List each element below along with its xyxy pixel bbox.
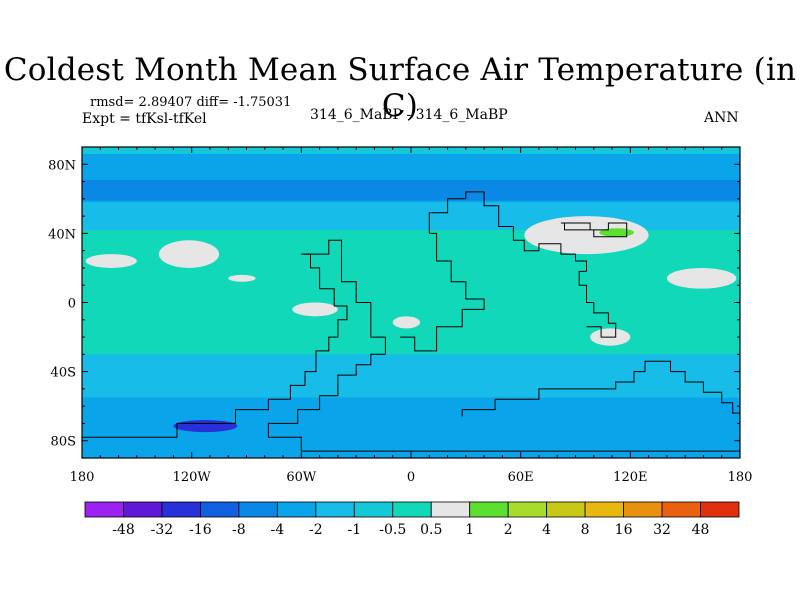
colorbar-label: 32 [653,522,671,538]
y-axis: 80N 40N 0 40S 80S [48,158,740,450]
x-tick-label: 120E [613,470,647,485]
colorbar-swatch [507,501,548,518]
x-tick-label: 120W [173,470,212,485]
field-pacific-patch-3 [228,274,256,282]
field-pacific-patch-1 [85,254,137,268]
x-tick-label: 180 [728,470,753,485]
colorbar-label: 16 [615,522,633,538]
colorbar-label: -1 [347,522,361,538]
coastline-segment-4 [400,232,485,352]
stats-line: rmsd= 2.89407 diff= -1.75031 [90,95,292,110]
colorbar-swatch [161,501,201,518]
colorbar-label: 4 [542,522,551,538]
case-label: 314_6_MaBP - 314_6_MaBP [310,107,508,123]
colorbar: -48 -32 -16 -8 -4 -2 -1 -0.5 0.5 1 2 4 8 16 32 48 [84,501,740,538]
coastline-overlay [82,191,740,452]
colorbar-label: 0.5 [420,522,442,538]
colorbar-swatch [623,501,663,518]
field-atlantic-patch [392,316,421,329]
colorbar-swatch [200,501,240,518]
x-tick-label: 60E [508,470,534,485]
colorbar-swatch [700,501,740,518]
colorbar-label: -8 [232,522,246,538]
y-tick-label: 40S [51,366,76,381]
colorbar-label: 48 [692,522,710,538]
experiment-label: Expt = tfKsl-tfKel [82,111,207,127]
coastline-segment-8 [461,360,653,417]
chart-title: Coldest Month Mean Surface Air Temperatu… [3,52,797,124]
season-label: ANN [704,110,739,126]
colorbar-swatch [238,501,278,518]
colorbar-label: 8 [581,522,590,538]
coastline-segment-3 [428,191,587,272]
coastline-segment-2 [267,239,740,452]
field-south-midlat [82,354,740,398]
y-tick-label: 80S [51,435,76,450]
field-north-midlat-band [82,202,740,230]
x-axis: 180 120W 60W 0 60E 120E 180 [70,147,753,485]
colorbar-label: 1 [465,522,474,538]
colorbar-label: -16 [189,522,212,538]
colorbar-swatch [430,501,471,518]
colorbar-label: -0.5 [379,522,406,538]
temperature-field [82,147,740,458]
coastline-segment-5 [560,222,628,238]
x-tick-label: 0 [407,470,415,485]
colorbar-swatch [123,501,163,518]
colorbar-swatch [353,501,394,518]
colorbar-label: -48 [112,522,135,538]
colorbar-swatch [84,501,124,518]
colorbar-swatch [584,501,624,518]
colorbar-label: -2 [309,522,323,538]
coastline-segment-7 [652,360,740,414]
field-arctic-strong-band [82,179,740,201]
field-asia-warm-anomaly [524,216,649,255]
x-tick-label: 180 [70,470,95,485]
field-pacific-patch-2 [158,240,220,268]
coastline-segment-1 [82,253,348,438]
x-tick-label: 60W [286,470,317,485]
colorbar-swatch [392,501,432,518]
colorbar-label: -4 [271,522,285,538]
colorbar-swatch [276,501,317,518]
y-tick-label: 40N [48,227,76,242]
colorbar-label: -32 [151,522,174,538]
field-pacific-east-patch [666,267,737,289]
colorbar-swatch [546,501,586,518]
colorbar-swatch [661,501,701,518]
colorbar-swatch [315,501,355,518]
field-pacific-patch-4 [292,302,338,317]
coastline-segment-6 [578,270,617,338]
y-tick-label: 80N [48,158,76,173]
y-tick-label: 0 [68,297,76,312]
colorbar-label: 2 [504,522,513,538]
colorbar-swatch [469,501,509,518]
field-antarctic-min [173,419,238,433]
